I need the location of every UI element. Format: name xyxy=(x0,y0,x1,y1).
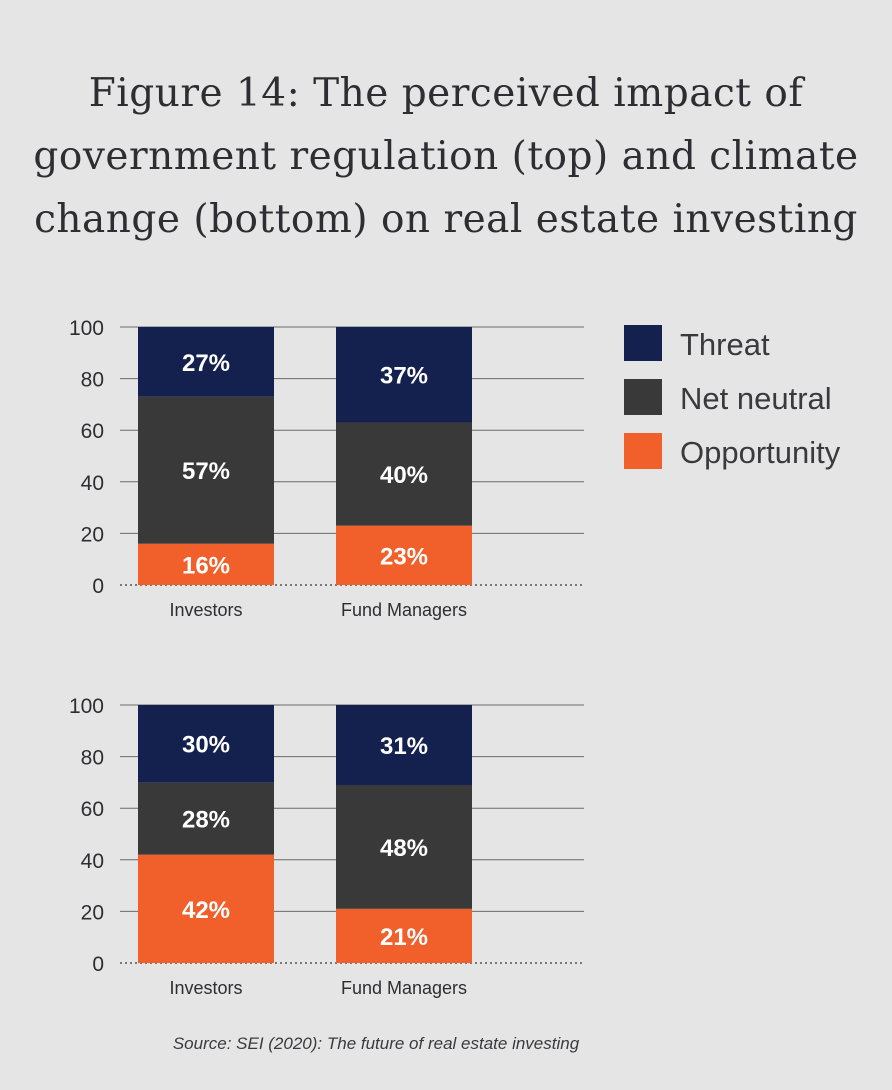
data-label-opportunity-0: 16% xyxy=(182,552,230,579)
y-tick-label-20: 20 xyxy=(81,523,104,546)
chart-svg-1: 0 20 40 60 80 100 42% 28% 30% Investors 21% 48% 31% F… xyxy=(69,695,584,998)
y-tick-label-80: 80 xyxy=(81,369,104,392)
y-tick-label-100: 100 xyxy=(69,695,104,718)
bar-segment-threat-0 xyxy=(138,327,274,397)
title-line-3: change (bottom) on real estate investing xyxy=(34,197,858,242)
data-label-net-neutral-0: 57% xyxy=(182,458,230,485)
data-label-opportunity-1: 21% xyxy=(380,924,428,951)
bar-segment-threat-0 xyxy=(138,705,274,783)
legend-label-opportunity: Opportunity xyxy=(680,435,841,470)
data-label-net-neutral-1: 48% xyxy=(380,835,428,862)
data-label-threat-0: 30% xyxy=(182,732,230,759)
y-tick-label-100: 100 xyxy=(69,317,104,340)
legend-swatch-net-neutral xyxy=(624,379,662,415)
legend-swatch-threat xyxy=(624,325,662,361)
chart-svg-0: 0 20 40 60 80 100 16% 57% 27% Investors 23% 40% 37% F… xyxy=(69,317,584,620)
data-label-threat-1: 31% xyxy=(380,733,428,760)
bar-segment-opportunity-1 xyxy=(336,525,472,585)
legend-label-threat: Threat xyxy=(680,327,770,362)
category-label-1: Fund Managers xyxy=(341,600,467,620)
source-note: Source: SEI (2020): The future of real e… xyxy=(172,1034,580,1053)
data-label-net-neutral-1: 40% xyxy=(380,462,428,489)
y-tick-label-20: 20 xyxy=(81,901,104,924)
bar-segment-threat-1 xyxy=(336,705,472,785)
bar-segment-net-neutral-1 xyxy=(336,784,472,909)
data-label-opportunity-1: 23% xyxy=(380,543,428,570)
bar-segment-net-neutral-1 xyxy=(336,422,472,526)
y-tick-label-0: 0 xyxy=(92,575,104,598)
category-label-0: Investors xyxy=(169,600,242,620)
bar-segment-net-neutral-0 xyxy=(138,782,274,855)
data-label-threat-0: 27% xyxy=(182,350,230,377)
legend-label-net-neutral: Net neutral xyxy=(680,381,832,416)
bar-segment-opportunity-0 xyxy=(138,854,274,963)
y-tick-label-0: 0 xyxy=(92,953,104,976)
y-tick-label-40: 40 xyxy=(81,850,104,873)
bar-segment-threat-1 xyxy=(336,327,472,423)
title-line-2: government regulation (top) and climate xyxy=(33,134,859,179)
data-label-opportunity-0: 42% xyxy=(182,897,230,924)
category-label-0: Investors xyxy=(169,978,242,998)
y-tick-label-60: 60 xyxy=(81,798,104,821)
figure-title: Figure 14: The perceived impact of gover… xyxy=(0,62,892,251)
bar-segment-opportunity-0 xyxy=(138,543,274,585)
data-label-threat-1: 37% xyxy=(380,363,428,390)
category-label-1: Fund Managers xyxy=(341,978,467,998)
title-line-1: Figure 14: The perceived impact of xyxy=(88,71,804,116)
climate-chart: 0 20 40 60 80 100 42% 28% 30% Investors 21% 48% 31% F… xyxy=(0,678,892,1018)
legend-swatch-opportunity xyxy=(624,433,662,469)
y-tick-label-60: 60 xyxy=(81,420,104,443)
y-tick-label-40: 40 xyxy=(81,472,104,495)
data-label-net-neutral-0: 28% xyxy=(182,807,230,834)
bar-segment-net-neutral-0 xyxy=(138,396,274,544)
y-tick-label-80: 80 xyxy=(81,747,104,770)
regulation-chart: 0 20 40 60 80 100 16% 57% 27% Investors 23% 40% 37% F… xyxy=(0,300,892,640)
bar-segment-opportunity-1 xyxy=(336,908,472,963)
